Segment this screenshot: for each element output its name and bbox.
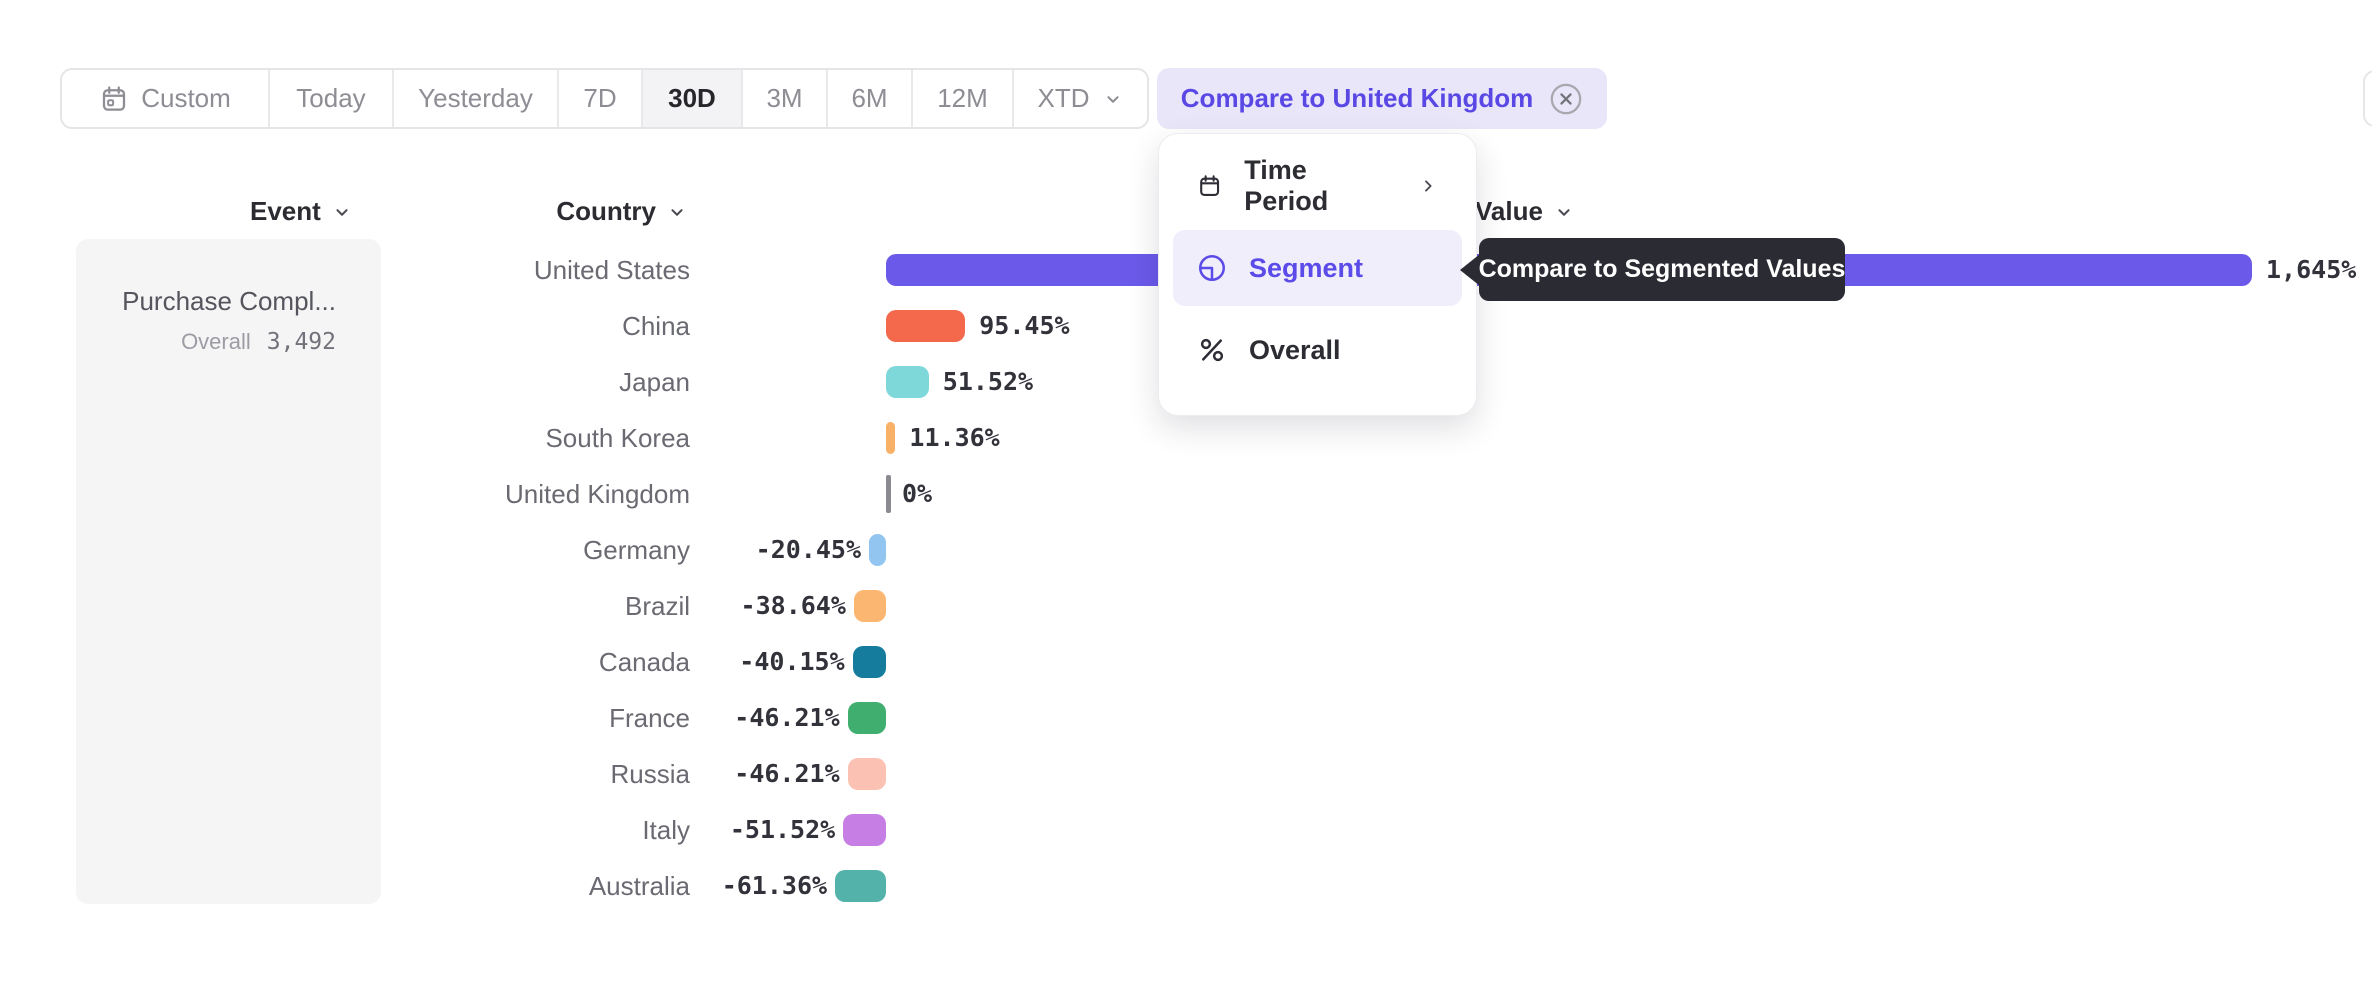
bar-south-korea[interactable]: [886, 422, 896, 454]
remove-compare-icon[interactable]: [1549, 82, 1583, 116]
country-label: South Korea: [545, 423, 690, 453]
menu-item-label: Time Period: [1244, 155, 1329, 216]
date-range-label: Today: [296, 83, 366, 113]
date-range-today[interactable]: Today: [270, 70, 394, 127]
calendar-icon: [1200, 175, 1220, 196]
tooltip: Compare to Segmented Values: [1479, 238, 1845, 301]
chevron-down-icon: [1558, 208, 1570, 216]
bar-value-label: 0%: [902, 479, 933, 508]
date-range-7d[interactable]: 7D: [559, 70, 643, 127]
date-range-label: 6M: [851, 83, 888, 113]
compare-chip-label: Compare to United Kingdom: [1180, 83, 1534, 113]
date-range-xtd[interactable]: XTD: [1014, 70, 1147, 127]
bar-value-label: 51.52%: [942, 367, 1034, 396]
bar-value-label: -61.36%: [721, 871, 828, 900]
date-range-custom[interactable]: Custom: [62, 70, 270, 127]
date-range-3m[interactable]: 3M: [743, 70, 828, 127]
country-label: Italy: [642, 815, 690, 845]
bar-japan[interactable]: [886, 366, 929, 398]
event-panel-content: Purchase Compl... Overall 3,492: [122, 286, 336, 355]
bar-brazil[interactable]: [853, 590, 886, 622]
date-range-label: Custom: [141, 83, 231, 113]
country-label: China: [622, 311, 690, 341]
event-name: Purchase Compl...: [122, 286, 336, 316]
bar-value-label: -40.15%: [739, 647, 845, 676]
country-label: United Kingdom: [505, 479, 690, 509]
cutoff-button-fragment: [2363, 70, 2372, 127]
column-header-value[interactable]: Value: [1475, 196, 1575, 227]
overall-value: 3,492: [266, 329, 336, 355]
calendar-icon: [103, 85, 126, 111]
bar-value-label: -38.64%: [740, 591, 846, 620]
date-range-label: 7D: [583, 83, 617, 113]
date-range-label: Yesterday: [418, 83, 533, 113]
date-range-label: 12M: [937, 83, 988, 113]
menu-item-segment[interactable]: Segment: [1173, 230, 1462, 306]
date-range-30d[interactable]: 30D: [643, 70, 743, 127]
menu-item-label: Segment: [1249, 252, 1364, 283]
event-header-label: Event: [250, 196, 321, 226]
bar-value-label: 1,645%: [2266, 255, 2357, 284]
segment-icon: [1199, 255, 1225, 281]
bar-china[interactable]: [886, 310, 966, 342]
chevron-down-icon: [671, 208, 683, 216]
date-range-6m[interactable]: 6M: [828, 70, 913, 127]
date-range-label: 30D: [668, 83, 716, 113]
date-range-label: 3M: [766, 83, 803, 113]
compare-dropdown-menu: Time Period Segment Overall: [1158, 133, 1477, 416]
country-header-label: Country: [556, 196, 656, 226]
bar-russia[interactable]: [847, 758, 886, 790]
bar-australia[interactable]: [835, 870, 886, 902]
percent-icon: [1200, 338, 1224, 362]
bar-france[interactable]: [847, 702, 886, 734]
chevron-right-icon: [1424, 180, 1432, 192]
bar-value-label: -46.21%: [734, 759, 840, 788]
bar-value-label: 95.45%: [979, 311, 1070, 340]
country-label: Australia: [588, 871, 690, 901]
country-label: Russia: [610, 759, 690, 789]
menu-item-label: Overall: [1249, 334, 1341, 365]
bar-value-label: -51.52%: [729, 815, 836, 844]
bar-value-label: -20.45%: [755, 535, 862, 564]
event-panel[interactable]: Purchase Compl... Overall 3,492: [76, 239, 381, 904]
bar-germany[interactable]: [869, 534, 886, 566]
bar-value-label: -46.21%: [734, 703, 840, 732]
bar-canada[interactable]: [852, 646, 886, 678]
event-overall-row: Overall 3,492: [122, 329, 336, 355]
chevron-down-icon: [1106, 95, 1119, 103]
date-range-12m[interactable]: 12M: [913, 70, 1014, 127]
tooltip-arrow: [1460, 254, 1480, 286]
chevron-down-icon: [336, 208, 348, 216]
menu-item-overall[interactable]: Overall: [1173, 312, 1462, 388]
country-label: Japan: [619, 367, 690, 397]
bar-italy[interactable]: [843, 814, 886, 846]
country-label: France: [609, 703, 690, 733]
country-label: Brazil: [624, 591, 690, 621]
value-header-label: Value: [1475, 196, 1543, 226]
date-range-toolbar: Custom Today Yesterday 7D 30D 3M 6M 12M XTD: [60, 68, 1149, 129]
overall-label: Overall: [181, 329, 251, 354]
column-header-country[interactable]: Country: [556, 196, 688, 227]
compare-chip[interactable]: Compare to United Kingdom: [1157, 68, 1607, 129]
bar-value-label: 11.36%: [909, 423, 1000, 452]
country-label: United States: [533, 255, 690, 285]
tooltip-text: Compare to Segmented Values: [1478, 255, 1846, 283]
date-range-label: XTD: [1037, 83, 1090, 113]
column-header-event[interactable]: Event: [250, 196, 353, 227]
date-range-yesterday[interactable]: Yesterday: [394, 70, 559, 127]
country-label: Germany: [583, 535, 690, 565]
zero-baseline-tick: [886, 475, 891, 513]
menu-item-time-period[interactable]: Time Period: [1173, 148, 1462, 224]
country-label: Canada: [598, 647, 690, 677]
